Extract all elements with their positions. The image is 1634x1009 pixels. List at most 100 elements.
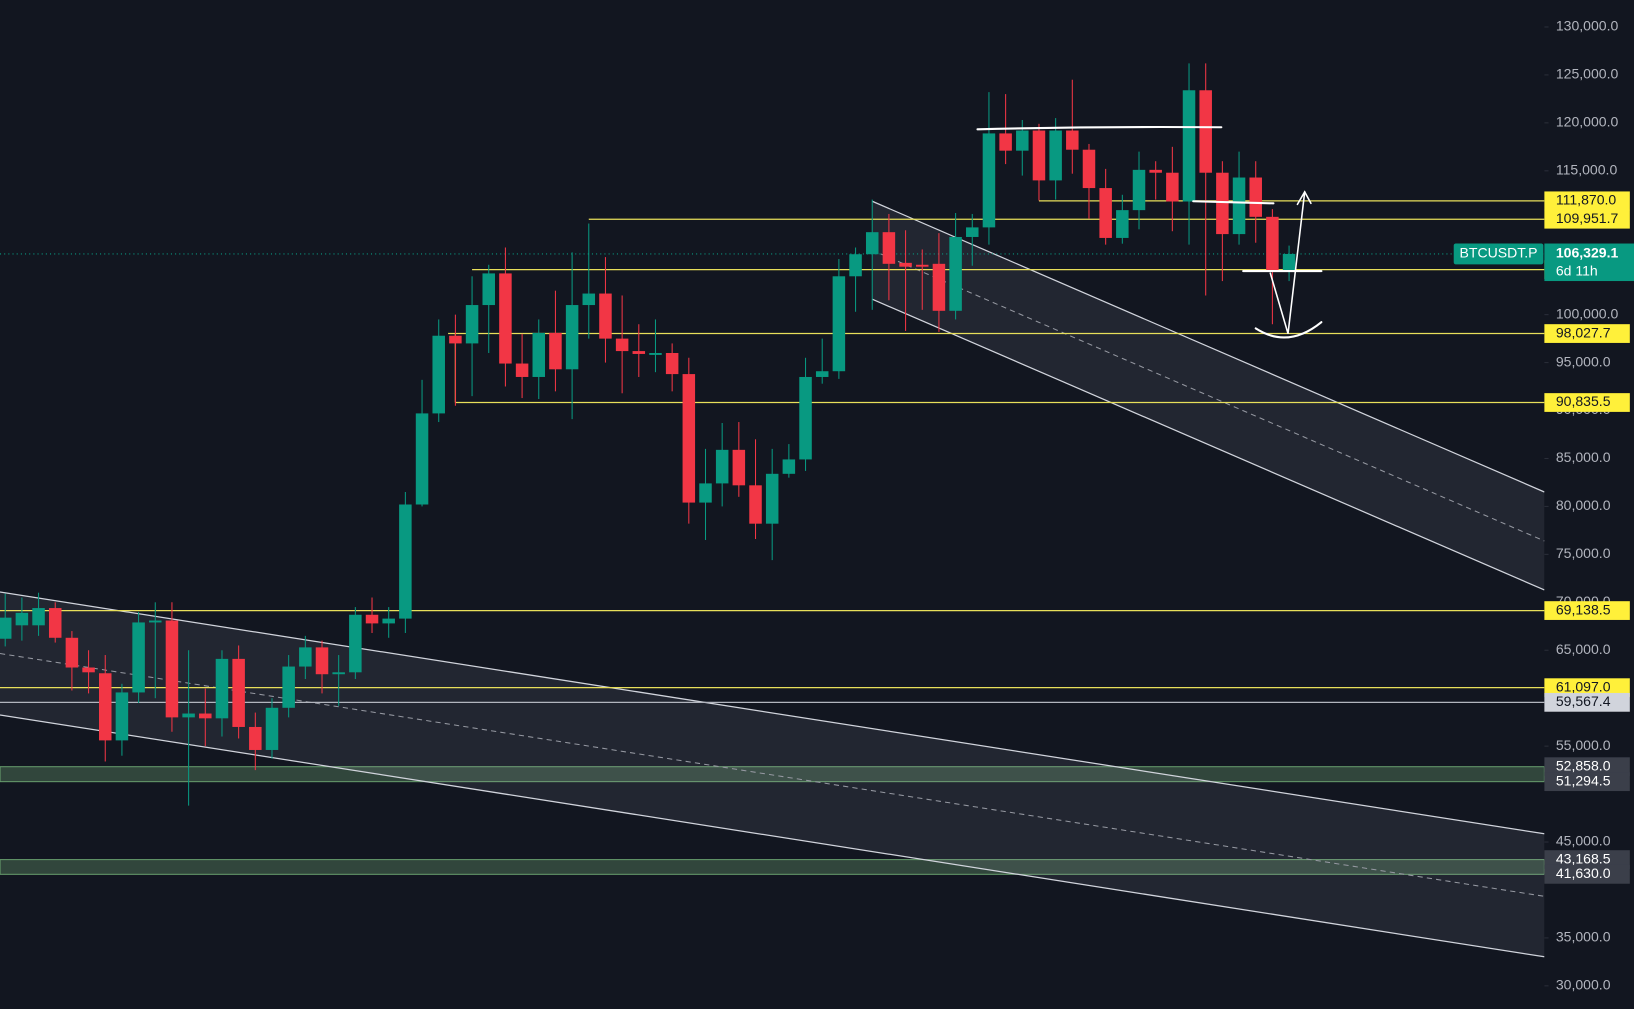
candle-body	[1249, 177, 1262, 217]
channel-midline	[0, 653, 1545, 897]
candle-body	[915, 264, 929, 267]
y-tick-label: 115,000.0	[1556, 162, 1618, 178]
candle-body	[1166, 172, 1179, 202]
candle-body	[365, 614, 379, 624]
candle-body	[1099, 188, 1112, 238]
candle-body	[399, 504, 412, 619]
arrow-head	[1296, 190, 1312, 206]
candle-body	[832, 276, 846, 372]
level-label: 59,567.4	[1556, 693, 1611, 709]
channel-line	[871, 200, 1545, 493]
candle-body	[449, 335, 462, 344]
y-tick-label: 75,000.0	[1556, 545, 1611, 561]
candle-body	[665, 352, 679, 375]
candle-body	[382, 618, 395, 624]
candle-body	[966, 227, 979, 237]
zone-label: 43,168.5	[1556, 850, 1611, 866]
candle-body	[782, 459, 796, 474]
candle-body	[165, 620, 179, 718]
candle-body	[315, 647, 329, 675]
level-label: 109,951.7	[1556, 210, 1619, 226]
candle-body	[32, 608, 45, 626]
y-tick-label: 125,000.0	[1556, 66, 1619, 82]
drawn-curve	[1254, 321, 1323, 339]
candle-body	[98, 673, 112, 741]
candle-body	[499, 273, 512, 364]
axis-labels: 130,000.0 125,000.0 120,000.0 115,000.0 100,…	[1453, 18, 1634, 993]
level-label: 69,138.5	[1556, 601, 1611, 617]
level-label: 111,870.0	[1556, 192, 1617, 208]
y-tick-label: 55,000.0	[1556, 737, 1611, 753]
level-label-box	[1544, 191, 1630, 211]
candle-body	[1082, 149, 1096, 189]
candle-body	[999, 133, 1012, 151]
symbol-label-box	[1453, 243, 1544, 265]
zone-label: 51,294.5	[1556, 772, 1611, 788]
zone-label-box	[1544, 850, 1630, 869]
zone-label-box	[1544, 864, 1630, 884]
candle-body	[482, 273, 495, 306]
candle-body	[1266, 216, 1279, 272]
candle-body	[765, 473, 779, 524]
candle-body	[1232, 177, 1246, 235]
level-label: 98,027.7	[1556, 324, 1611, 340]
candle-body	[1116, 210, 1129, 238]
level-label-box	[1544, 209, 1630, 229]
candle-body	[82, 667, 95, 673]
candle-body	[715, 449, 729, 484]
zone-label-box	[1544, 772, 1630, 792]
candle-body	[0, 617, 12, 639]
candle-body	[882, 232, 896, 264]
candle-body	[1149, 169, 1162, 173]
candle-body	[48, 608, 62, 638]
candle-body	[349, 614, 362, 673]
candle-body	[1182, 90, 1196, 202]
level-label-box	[1544, 393, 1630, 412]
candle-body	[1032, 130, 1046, 181]
candle-body	[1216, 172, 1229, 235]
candle-body	[582, 293, 596, 306]
level-label-box	[1544, 692, 1630, 712]
level-label-box	[1544, 324, 1630, 343]
zone-label: 41,630.0	[1556, 865, 1611, 881]
candle-body	[282, 666, 295, 708]
candle-body	[549, 332, 562, 370]
candle-body	[799, 376, 812, 460]
candle-body	[132, 622, 145, 693]
candle-body	[299, 647, 312, 667]
zone-label: 52,858.0	[1556, 757, 1611, 773]
candle-body	[332, 672, 345, 675]
candle-body	[465, 305, 479, 344]
levels	[0, 200, 1545, 703]
symbol-label: BTCUSDT.P	[1460, 245, 1538, 261]
candle-body	[1199, 90, 1212, 173]
level-label: 61,097.0	[1556, 678, 1611, 694]
candle-body	[565, 305, 579, 370]
candle-body	[599, 293, 612, 339]
candle-body	[1132, 169, 1146, 211]
zones	[0, 766, 1545, 875]
candle-body	[865, 232, 879, 255]
channel-line	[871, 298, 1545, 591]
candle-body	[1049, 130, 1062, 181]
y-tick-label: 100,000.0	[1556, 305, 1619, 321]
channel-line	[0, 714, 1545, 958]
candle-body	[515, 363, 529, 377]
candle-body	[949, 236, 962, 311]
candle-body	[649, 352, 662, 355]
candle-body	[699, 483, 712, 503]
candles	[0, 63, 1296, 806]
y-tick-label: 120,000.0	[1556, 114, 1619, 130]
candle-body	[982, 133, 996, 228]
y-tick-label: 30,000.0	[1556, 977, 1611, 993]
candle-body	[249, 726, 262, 750]
drawn-line	[1192, 200, 1275, 205]
y-tick-label: 130,000.0	[1556, 18, 1619, 34]
drawn-arrow	[1269, 191, 1306, 334]
drawings	[976, 125, 1323, 339]
drawn-line	[976, 125, 1223, 131]
candle-body	[65, 637, 79, 668]
candle-body	[632, 351, 646, 354]
